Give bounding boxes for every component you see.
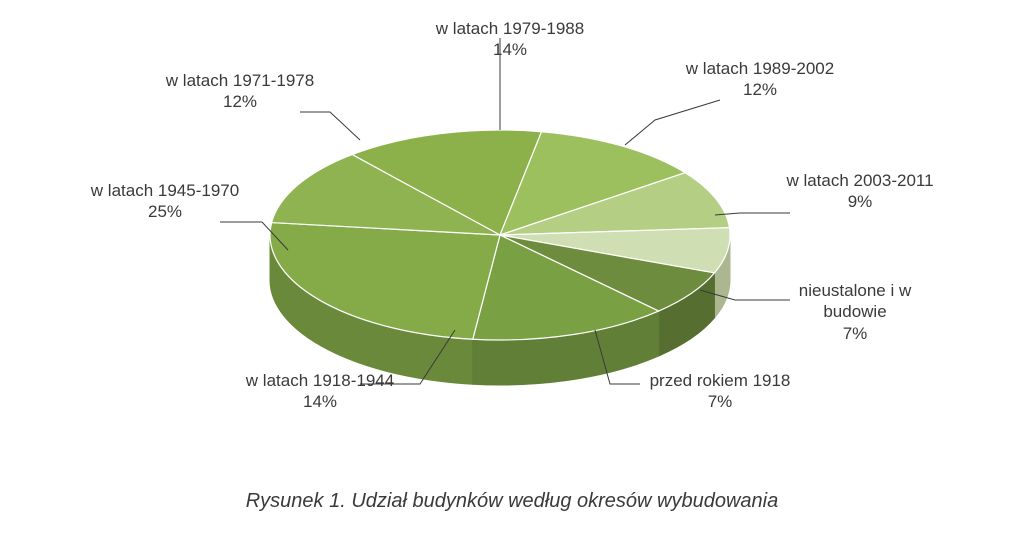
slice-label-6-line1: w latach 1945-1970 bbox=[91, 181, 239, 200]
slice-label-4-line2: 7% bbox=[708, 392, 733, 411]
slice-label-7-line1: w latach 1971-1978 bbox=[166, 71, 314, 90]
slice-label-7-line2: 12% bbox=[223, 92, 257, 111]
slice-label-4-line1: przed rokiem 1918 bbox=[650, 371, 791, 390]
slice-label-2-line2: 9% bbox=[848, 192, 873, 211]
slice-label-1-line1: w latach 1989-2002 bbox=[686, 59, 834, 78]
slice-label-1: w latach 1989-2002 12% bbox=[660, 58, 860, 101]
slice-label-7: w latach 1971-1978 12% bbox=[130, 70, 350, 113]
slice-label-3: nieustalone i w budowie 7% bbox=[765, 280, 945, 344]
slice-label-6-line2: 25% bbox=[148, 202, 182, 221]
figure-caption-text: Rysunek 1. Udział budynków według okresó… bbox=[246, 490, 779, 512]
chart-stage: w latach 1979-1988 14% w latach 1989-2002… bbox=[0, 0, 1024, 536]
slice-label-2: w latach 2003-2011 9% bbox=[760, 170, 960, 213]
slice-label-5: w latach 1918-1944 14% bbox=[190, 370, 450, 413]
slice-label-0-line1: w latach 1979-1988 bbox=[436, 19, 584, 38]
slice-label-3-line1: nieustalone i w budowie bbox=[799, 281, 911, 321]
slice-label-5-line1: w latach 1918-1944 bbox=[246, 371, 394, 390]
slice-label-5-line2: 14% bbox=[303, 392, 337, 411]
slice-label-4: przed rokiem 1918 7% bbox=[610, 370, 830, 413]
slice-label-2-line1: w latach 2003-2011 bbox=[786, 171, 933, 190]
slice-label-3-line2: 7% bbox=[843, 324, 868, 343]
figure-caption: Rysunek 1. Udział budynków według okresó… bbox=[0, 490, 1024, 513]
slice-label-0: w latach 1979-1988 14% bbox=[410, 18, 610, 61]
slice-label-0-line2: 14% bbox=[493, 40, 527, 59]
slice-label-1-line2: 12% bbox=[743, 80, 777, 99]
slice-label-6: w latach 1945-1970 25% bbox=[55, 180, 275, 223]
